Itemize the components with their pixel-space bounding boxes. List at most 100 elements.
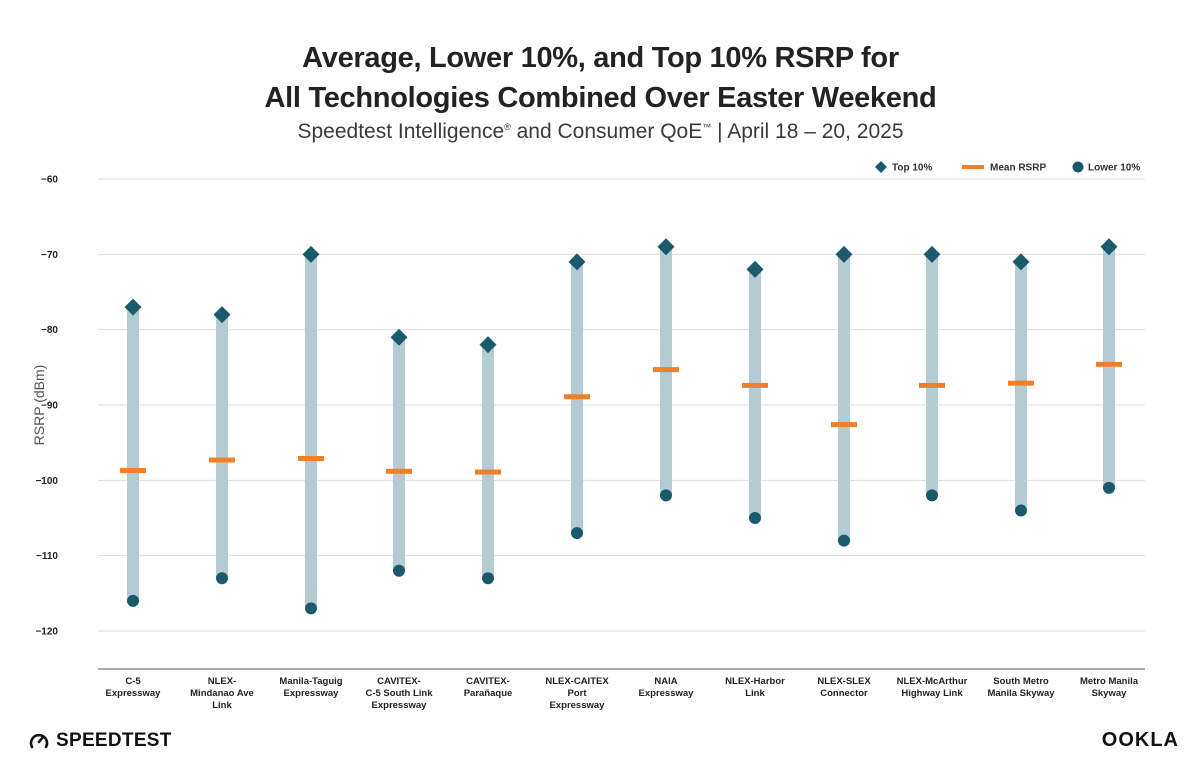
category-label: C-5 Expressway: [106, 676, 162, 699]
range-bar: [127, 307, 139, 601]
subtitle-part-b: and Consumer QoE: [510, 120, 703, 143]
category-label-line: NLEX-McArthur: [897, 676, 968, 687]
top-10-point: [746, 260, 764, 278]
category-label-line: C-5: [125, 676, 141, 687]
top-10-point: [213, 306, 231, 324]
category-label-line: Port: [568, 688, 588, 699]
top-10-point: [302, 245, 320, 263]
category-label-line: NLEX-CAITEX: [545, 676, 609, 687]
category-label: NLEX-Mindanao Ave Link: [190, 676, 254, 711]
y-tick-label: −90: [41, 401, 58, 412]
range-bar: [305, 254, 317, 609]
category-label-line: CAVITEX-: [466, 676, 510, 687]
category-label-line: Skyway: [1092, 688, 1128, 699]
lower-10-point: [571, 527, 583, 540]
category-label-line: Metro Manila: [1080, 676, 1139, 687]
range-bar: [1103, 246, 1115, 488]
top-10-point: [835, 245, 853, 263]
chart-title-line1: Average, Lower 10%, and Top 10% RSRP for: [302, 42, 899, 74]
category-label-line: Manila Skyway: [987, 688, 1055, 699]
category-label: Manila-Taguig Expressway: [279, 676, 342, 699]
mean-marker: [564, 394, 590, 400]
lower-10-point: [127, 594, 139, 607]
lower-10-point: [1015, 504, 1027, 517]
category-label: CAVITEX-C-5 South Link Expressway: [365, 676, 433, 711]
mean-marker: [831, 422, 857, 428]
legend-mean-icon: [962, 165, 984, 169]
legend-lower-10-icon: [1072, 161, 1084, 173]
lower-10-point: [926, 489, 938, 502]
y-tick-label: −100: [35, 476, 58, 487]
subtitle-part-c: | April 18 – 20, 2025: [711, 120, 904, 143]
chart-subtitle: Speedtest Intelligence® and Consumer QoE…: [0, 120, 1201, 144]
chart-title-line2: All Technologies Combined Over Easter We…: [264, 82, 937, 114]
lower-10-point: [1103, 481, 1115, 494]
range-bar: [393, 337, 405, 571]
top-10-point: [1100, 238, 1118, 256]
category-label: CAVITEX-Parañaque: [464, 676, 513, 699]
category-label: NAIA Expressway: [639, 676, 695, 699]
speedometer-icon: [29, 733, 49, 749]
mean-marker: [386, 468, 412, 474]
category-label-line: Expressway: [106, 688, 162, 699]
legend-mean-label: Mean RSRP: [990, 163, 1046, 174]
legend-top-10-icon: [875, 161, 887, 173]
lower-10-point: [216, 572, 228, 585]
top-10-point: [124, 298, 142, 316]
range-bar: [1015, 261, 1027, 511]
range-bar: [216, 314, 228, 579]
category-label-line: South Metro: [993, 676, 1049, 687]
category-label-line: Connector: [820, 688, 868, 699]
range-bar: [482, 344, 494, 579]
mean-marker: [298, 455, 324, 461]
mean-marker: [742, 382, 768, 388]
category-label-line: NLEX-: [208, 676, 237, 687]
mean-marker: [475, 469, 501, 475]
legend-lower-10-label: Lower 10%: [1088, 163, 1140, 174]
mean-marker: [1096, 361, 1122, 367]
speedtest-wordmark: SPEEDTEST: [56, 730, 172, 751]
top-10-point: [923, 245, 941, 263]
category-label-line: Link: [745, 688, 765, 699]
top-10-point: [390, 328, 408, 346]
category-label-line: NLEX-SLEX: [817, 676, 871, 687]
ookla-logo: OOKLA: [1101, 729, 1179, 751]
legend-top-10-label: Top 10%: [892, 163, 932, 174]
category-label-line: C-5 South Link: [365, 688, 433, 699]
speedtest-logo: SPEEDTEST: [28, 730, 172, 752]
category-label: NLEX-Harbor Link: [725, 676, 785, 699]
lower-10-point: [393, 564, 405, 577]
category-label-line: CAVITEX-: [377, 676, 421, 687]
top-10-point: [1012, 253, 1030, 271]
subtitle-part-a: Speedtest Intelligence: [297, 120, 505, 143]
category-label-line: Parañaque: [464, 688, 513, 699]
category-label-line: Expressway: [639, 688, 695, 699]
y-tick-label: −120: [35, 627, 58, 638]
category-label-line: Link: [212, 700, 232, 711]
category-label: NLEX-McArthur Highway Link: [897, 676, 968, 699]
category-label: Metro Manila Skyway: [1080, 676, 1139, 699]
range-bar: [926, 254, 938, 496]
category-label-line: NAIA: [654, 676, 677, 687]
y-tick-label: −110: [36, 551, 58, 562]
category-label-line: Expressway: [372, 700, 428, 711]
category-label: South Metro Manila Skyway: [987, 676, 1055, 699]
lower-10-point: [749, 512, 761, 524]
category-label: NLEX-SLEX Connector: [817, 676, 871, 699]
y-axis-label: RSRP (dBm): [31, 365, 47, 446]
lower-10-point: [305, 602, 317, 615]
top-10-point: [479, 336, 497, 354]
lower-10-point: [838, 534, 850, 547]
mean-marker: [120, 468, 146, 474]
range-bar: [749, 269, 761, 518]
category-label-line: NLEX-Harbor: [725, 676, 785, 687]
category-label-line: Expressway: [284, 688, 340, 699]
top-10-point: [568, 253, 586, 271]
lower-10-point: [482, 572, 494, 585]
trademark-mark: ™: [702, 122, 712, 132]
y-tick-label: −70: [41, 250, 58, 261]
y-tick-label: −80: [41, 325, 58, 336]
category-label-line: Expressway: [550, 700, 606, 711]
range-bar: [838, 254, 850, 541]
